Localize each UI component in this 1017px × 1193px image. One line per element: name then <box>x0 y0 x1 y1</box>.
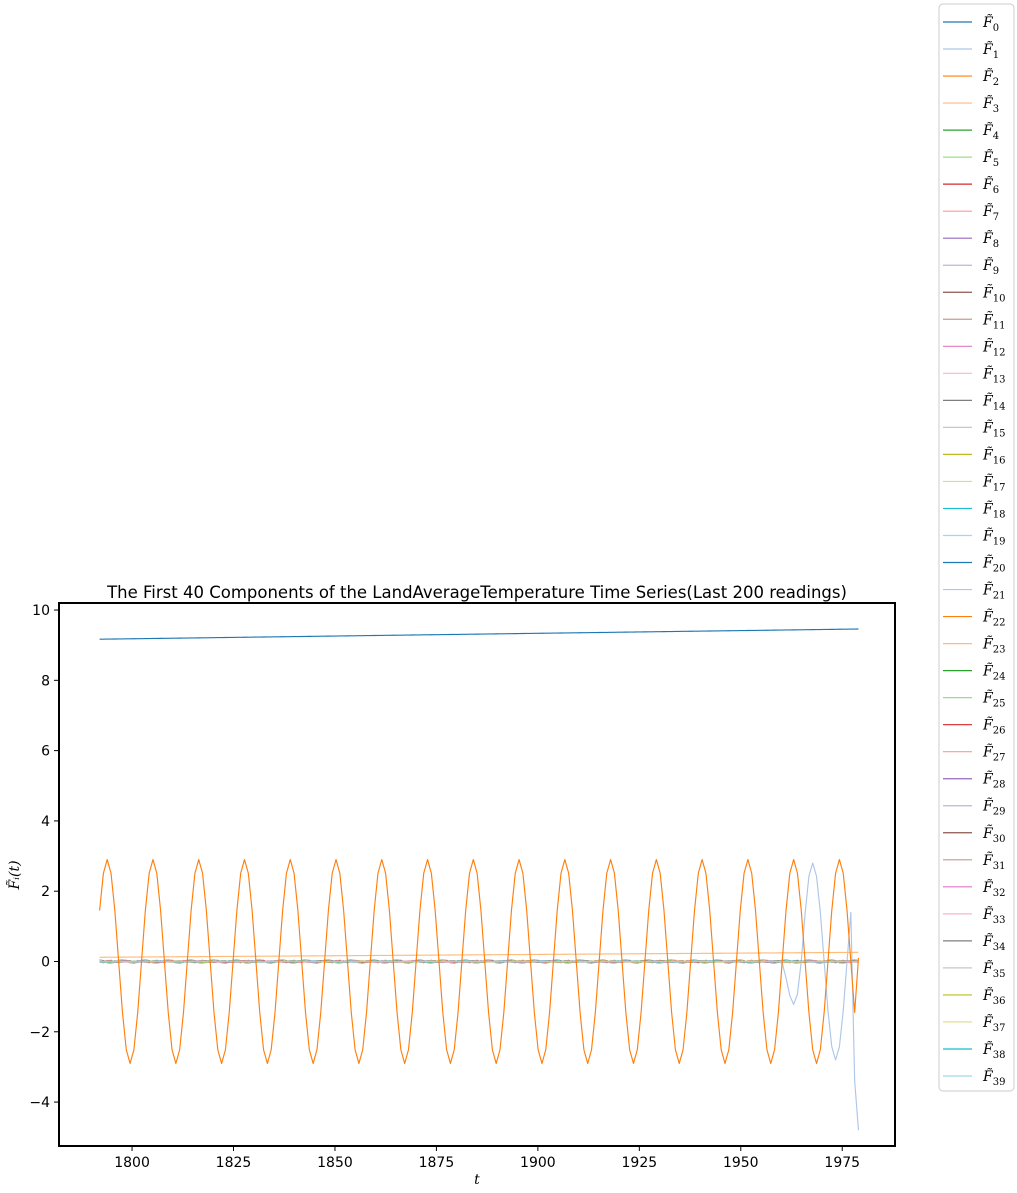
x-tick-label: 1925 <box>622 1155 658 1171</box>
chart-title: The First 40 Components of the LandAvera… <box>106 583 847 602</box>
series-line-0 <box>100 629 859 639</box>
y-tick-label: −2 <box>29 1025 50 1041</box>
plot-area <box>100 629 859 1130</box>
legend: F̃0F̃1F̃2F̃3F̃4F̃5F̃6F̃7F̃8F̃9F̃10F̃11F̃… <box>939 4 1014 1091</box>
legend-box <box>939 4 1014 1091</box>
x-tick-label: 1900 <box>520 1155 556 1171</box>
y-tick-label: −4 <box>29 1095 50 1111</box>
series-line-1 <box>100 863 859 1130</box>
axes-ticks: 1800 1825 1850 1875 1900 1925 1950 1975 −4 −2 0 2 4 6… <box>29 603 860 1171</box>
x-axis-label: t <box>474 1172 480 1188</box>
y-tick-label: 2 <box>41 884 50 900</box>
series-line-3 <box>100 952 859 957</box>
y-tick-label: 0 <box>41 954 50 970</box>
y-axis-label: F̃ᵢ(t) <box>5 860 23 890</box>
x-tick-label: 1975 <box>824 1155 860 1171</box>
y-tick-label: 10 <box>32 603 50 619</box>
x-tick-label: 1875 <box>419 1155 455 1171</box>
y-tick-label: 4 <box>41 814 50 830</box>
x-tick-label: 1825 <box>216 1155 252 1171</box>
x-tick-label: 1800 <box>114 1155 150 1171</box>
y-tick-label: 8 <box>41 673 50 689</box>
x-tick-label: 1950 <box>723 1155 759 1171</box>
y-tick-label: 6 <box>41 744 50 760</box>
x-tick-label: 1850 <box>317 1155 353 1171</box>
